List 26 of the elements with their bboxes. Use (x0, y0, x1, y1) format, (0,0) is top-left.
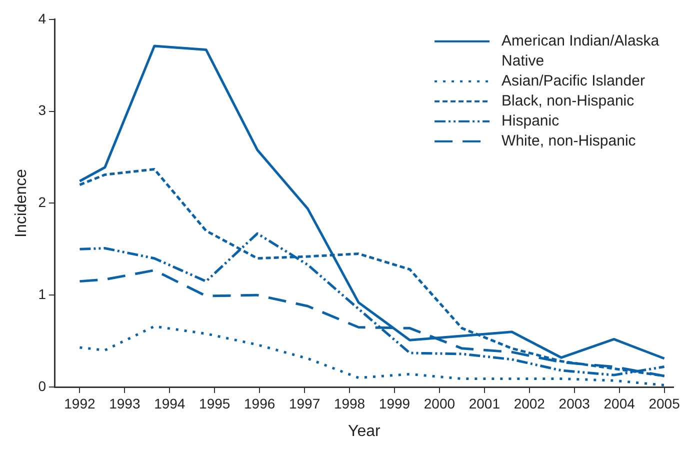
x-tick-label: 1996 (244, 395, 276, 412)
x-tick-label: 2003 (558, 395, 590, 412)
x-tick-label: 1999 (378, 395, 410, 412)
legend-label: American Indian/Alaska Native (502, 32, 660, 70)
x-tick-label: 2002 (514, 395, 546, 412)
x-tick-label: 2004 (604, 395, 636, 412)
legend-label: Black, non-Hispanic (502, 92, 635, 110)
x-tick-label: 2001 (468, 395, 500, 412)
x-tick-label: 1992 (64, 395, 96, 412)
x-tick-label: 2005 (648, 395, 680, 412)
y-tick-label: 0 (38, 378, 46, 394)
x-tick-label: 1998 (334, 395, 366, 412)
x-tick-label: 1993 (109, 395, 140, 412)
y-tick-label: 3 (38, 102, 46, 118)
y-tick-label: 4 (38, 10, 46, 26)
y-tick-label: 1 (38, 286, 46, 302)
x-tick-label: 2000 (424, 395, 456, 412)
x-tick-label: 1995 (199, 395, 230, 412)
y-tick-label: 2 (38, 194, 46, 210)
legend-label: Asian/Pacific Islander (502, 72, 645, 90)
y-axis-title: Incidence (13, 168, 30, 238)
x-tick-label: 1994 (154, 395, 186, 412)
legend-label: White, non-Hispanic (502, 132, 636, 150)
x-tick-label: 1997 (288, 395, 320, 412)
legend-label: Hispanic (502, 112, 560, 130)
x-axis-title: Year (348, 422, 381, 440)
